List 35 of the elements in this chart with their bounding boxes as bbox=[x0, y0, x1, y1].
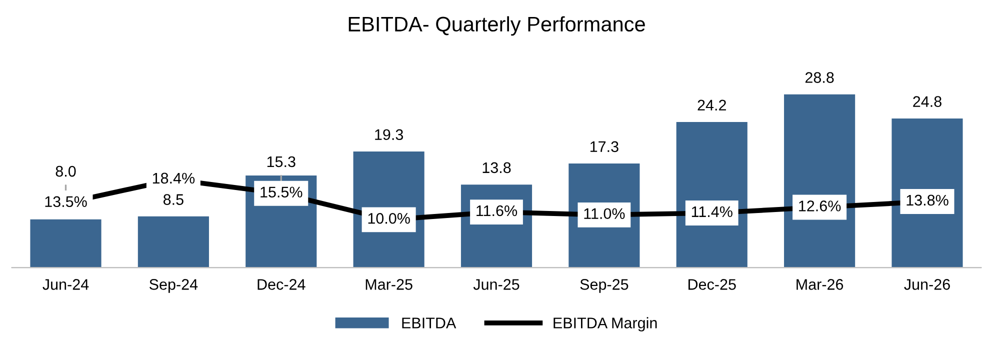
x-tick-label: Sep-25 bbox=[580, 279, 628, 293]
data-label: 24.8 bbox=[913, 96, 942, 107]
x-tick-label: Jun-25 bbox=[473, 279, 520, 290]
bar bbox=[138, 216, 209, 268]
data-label: 19.3 bbox=[375, 129, 404, 140]
data-label: 15.3 bbox=[267, 156, 296, 168]
x-tick-label: Jun-26 bbox=[904, 279, 950, 290]
data-label: 11.0% bbox=[584, 208, 625, 220]
legend-label: EBITDA bbox=[402, 318, 456, 328]
x-tick-label: Dec-24 bbox=[258, 279, 306, 290]
legend-label: EBITDA Margin bbox=[554, 317, 657, 332]
data-label: 15.5% bbox=[260, 186, 302, 198]
data-label: 18.4% bbox=[152, 172, 195, 184]
bar bbox=[676, 122, 748, 268]
data-label: 8.0 bbox=[56, 166, 76, 177]
data-label: 8.5 bbox=[163, 194, 184, 205]
x-tick-label: Mar-26 bbox=[796, 279, 844, 290]
data-label: 17.3 bbox=[590, 141, 618, 152]
chart-title: EBITDA- Quarterly Performance bbox=[348, 16, 645, 36]
x-tick-label: Dec-25 bbox=[688, 279, 736, 290]
data-label: 24.2 bbox=[698, 100, 726, 110]
data-label: 13.5% bbox=[45, 196, 87, 208]
x-tick-label: Jun-24 bbox=[42, 279, 89, 290]
bar bbox=[784, 94, 856, 268]
data-label: 11.4% bbox=[692, 206, 732, 218]
x-tick-label: Sep-24 bbox=[150, 279, 198, 293]
data-label: 13.8 bbox=[482, 162, 511, 174]
bar bbox=[30, 219, 102, 268]
data-label: 28.8 bbox=[805, 72, 834, 83]
data-label: 13.8% bbox=[906, 194, 948, 206]
data-label: 12.6% bbox=[799, 200, 841, 212]
x-tick-label: Mar-25 bbox=[366, 279, 412, 290]
data-label: 10.0% bbox=[368, 212, 410, 224]
bar bbox=[892, 118, 963, 268]
data-label: 11.6% bbox=[476, 205, 518, 216]
